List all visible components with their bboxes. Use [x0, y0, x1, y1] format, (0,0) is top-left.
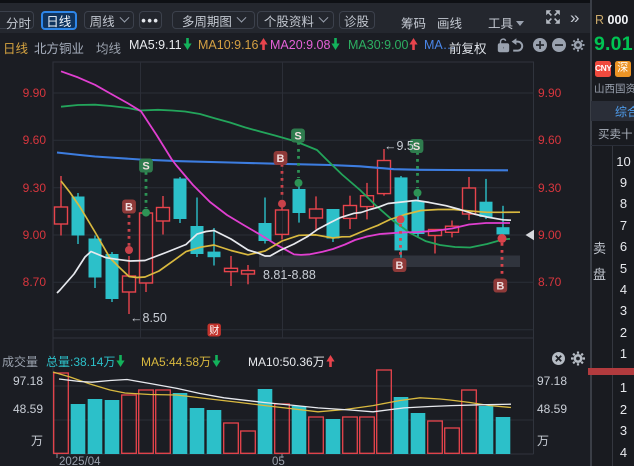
svg-text:B: B — [277, 153, 285, 165]
svg-text:S: S — [413, 141, 420, 153]
svg-text:B: B — [396, 260, 404, 272]
svg-text:S: S — [294, 130, 301, 142]
svg-text:B: B — [496, 280, 504, 292]
svg-text:S: S — [142, 160, 149, 172]
svg-text:B: B — [125, 201, 133, 213]
svg-text:财: 财 — [209, 324, 219, 337]
